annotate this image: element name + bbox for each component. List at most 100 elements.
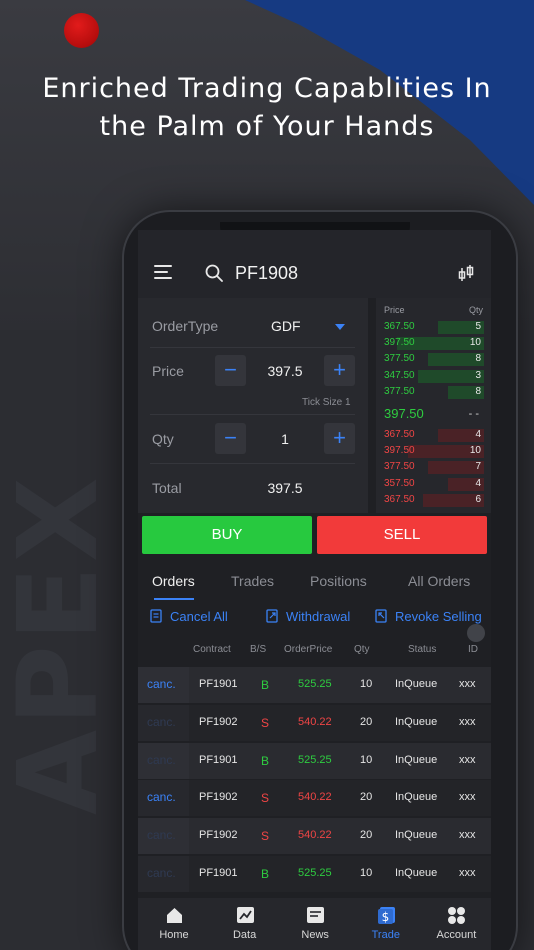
revoke-selling-icon[interactable] (375, 609, 388, 623)
order-price-cell: 540.22 (298, 829, 332, 842)
bid-row[interactable]: 367.50 5 (382, 320, 484, 335)
candlestick-chart-icon[interactable] (456, 264, 476, 284)
order-type-select[interactable]: GDF (271, 318, 301, 334)
qty-cell: 20 (360, 715, 373, 728)
withdrawal-icon[interactable] (266, 609, 279, 623)
orders-table-header: Contract B/S OrderPrice Qty Status ID (138, 640, 491, 662)
nav-item-trade[interactable]: $ Trade (351, 898, 421, 950)
bid-row[interactable]: 397.50 10 (382, 336, 484, 351)
withdrawal-button[interactable]: Withdrawal (286, 609, 351, 624)
ask-qty: 4 (475, 429, 481, 440)
refresh-float-icon[interactable] (467, 624, 485, 642)
table-row[interactable]: canc. PF1901 B 525.25 10 InQueue xxx (138, 856, 491, 892)
nav-label: Home (159, 929, 189, 941)
id-cell: xxx (459, 791, 476, 804)
cancel-order-button[interactable]: canc. (147, 866, 176, 880)
price-label: Price (152, 363, 184, 379)
bid-price: 377.50 (384, 353, 415, 365)
bid-depth-bar (417, 369, 484, 383)
cancel-all-button[interactable]: Cancel All (170, 609, 228, 624)
qty-cell: 10 (360, 678, 373, 690)
tick-size-label: Tick Size 1 (302, 397, 351, 408)
cancel-cell: canc. (138, 818, 189, 855)
ask-row[interactable]: 377.50 7 (382, 460, 484, 475)
ask-row[interactable]: 397.50 10 (382, 444, 484, 459)
bid-depth-bar (427, 353, 484, 367)
nav-item-news[interactable]: News (280, 898, 350, 950)
order-book-qty-header: Qty (468, 305, 483, 315)
hamburger-menu-icon[interactable] (154, 265, 172, 279)
ask-depth-bar (427, 461, 484, 475)
bottom-nav: Home Data News $ Trade Account (138, 898, 491, 950)
last-qty: - - (468, 408, 479, 420)
buy-button[interactable]: BUY (142, 516, 312, 554)
tab-orders[interactable]: Orders (152, 573, 195, 589)
qty-increment-button[interactable]: + (324, 423, 355, 454)
contract-symbol[interactable]: PF1908 (235, 263, 299, 283)
cancel-order-button[interactable]: canc. (147, 677, 176, 691)
status-cell: InQueue (395, 829, 438, 842)
tab-trades[interactable]: Trades (231, 573, 275, 589)
order-book: Price Qty 397.50 - - 367.50 5 397.50 10 377.… (376, 298, 491, 513)
ask-depth-bar (407, 445, 484, 459)
nav-label: News (301, 929, 329, 941)
bid-row[interactable]: 377.50 8 (382, 385, 484, 400)
ask-row[interactable]: 357.50 4 (382, 477, 484, 492)
trade-dollar-icon: $ (377, 907, 395, 924)
nav-label: Account (436, 929, 477, 941)
nav-item-account[interactable]: Account (421, 898, 491, 950)
price-increment-button[interactable]: + (324, 355, 355, 386)
ask-price: 367.50 (384, 493, 415, 505)
order-price-cell: 540.22 (298, 715, 332, 728)
search-icon[interactable] (205, 264, 223, 282)
th-status: Status (408, 644, 437, 655)
tab-all-orders[interactable]: All Orders (408, 573, 471, 589)
cancel-cell: canc. (138, 704, 189, 741)
contract-cell: PF1902 (199, 829, 238, 842)
sell-button[interactable]: SELL (317, 516, 487, 554)
order-book-price-header: Price (384, 305, 405, 315)
bid-qty: 8 (475, 353, 481, 365)
nav-item-data[interactable]: Data (210, 898, 280, 950)
orders-tabs: Orders Trades Positions All Orders (138, 563, 491, 600)
bid-qty: 5 (475, 321, 481, 332)
cancel-all-icon[interactable] (150, 609, 163, 623)
bid-qty: 3 (475, 369, 481, 381)
side-cell: S (261, 791, 270, 806)
table-row[interactable]: canc. PF1901 B 525.25 10 InQueue xxx (138, 742, 491, 779)
contract-cell: PF1901 (199, 753, 238, 766)
cancel-order-button[interactable]: canc. (147, 752, 176, 767)
status-cell: InQueue (395, 791, 438, 804)
ask-qty: 10 (469, 445, 481, 457)
cancel-order-button[interactable]: canc. (147, 714, 176, 729)
svg-text:$: $ (381, 910, 389, 924)
nav-item-home[interactable]: Home (139, 898, 209, 950)
table-row[interactable]: canc. PF1902 S 540.22 20 InQueue xxx (138, 780, 491, 817)
qty-decrement-button[interactable]: − (215, 423, 246, 454)
tab-positions[interactable]: Positions (310, 573, 367, 589)
ask-row[interactable]: 367.50 4 (382, 428, 484, 443)
order-price-cell: 525.25 (298, 678, 332, 690)
ask-price: 357.50 (384, 477, 415, 489)
chevron-down-icon[interactable] (335, 324, 345, 330)
bid-row[interactable]: 347.50 3 (382, 369, 484, 384)
revoke-selling-button[interactable]: Revoke Selling (395, 609, 482, 624)
side-cell: B (261, 867, 270, 881)
id-cell: xxx (459, 753, 476, 766)
side-cell: B (261, 753, 270, 768)
qty-cell: 20 (360, 791, 373, 804)
cancel-order-button[interactable]: canc. (147, 828, 176, 843)
table-row[interactable]: canc. PF1901 B 525.25 10 InQueue xxx (138, 667, 491, 703)
ask-price: 367.50 (384, 429, 415, 440)
table-row[interactable]: canc. PF1902 S 540.22 20 InQueue xxx (138, 704, 491, 741)
divider (150, 347, 355, 348)
qty-input[interactable]: 1 (281, 431, 289, 447)
cancel-order-button[interactable]: canc. (147, 790, 176, 805)
price-input[interactable]: 397.5 (267, 363, 303, 379)
ask-row[interactable]: 367.50 6 (382, 493, 484, 508)
price-decrement-button[interactable]: − (215, 355, 246, 386)
order-price-cell: 525.25 (298, 753, 332, 766)
table-row[interactable]: canc. PF1902 S 540.22 20 InQueue xxx (138, 818, 491, 855)
bid-row[interactable]: 377.50 8 (382, 352, 484, 367)
promo-headline: Enriched Trading Capablities In the Palm… (0, 70, 534, 146)
